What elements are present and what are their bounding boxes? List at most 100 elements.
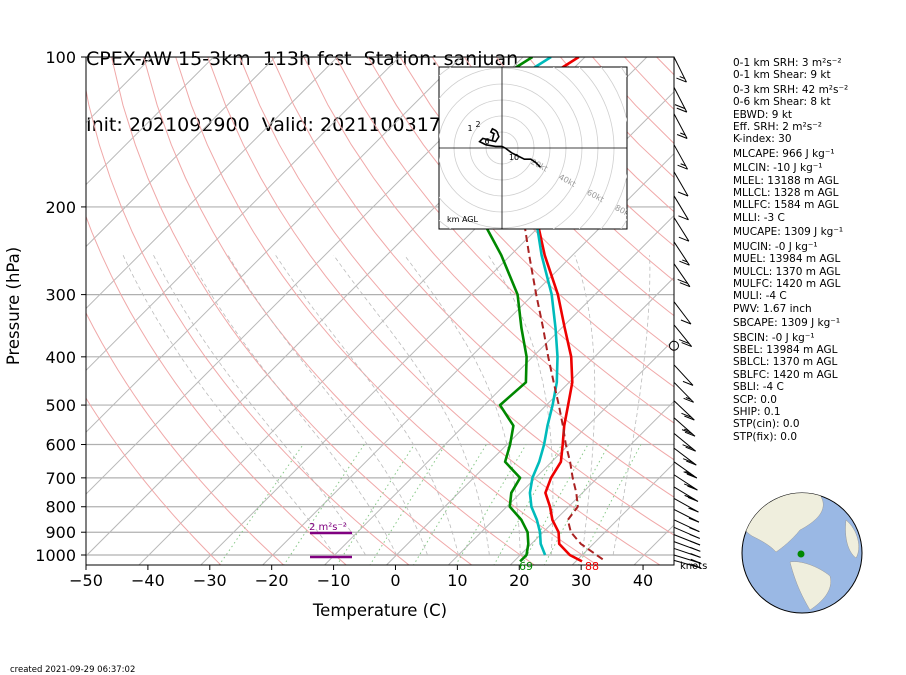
barb-flag	[690, 546, 701, 552]
barb-flag	[678, 236, 690, 242]
hodograph-units-label: km AGL	[447, 215, 479, 224]
dry-adiabat	[207, 57, 661, 565]
moist-adiabat	[333, 254, 490, 556]
moist-adiabat	[612, 255, 651, 556]
barb-flag	[686, 460, 697, 466]
wind-barb	[673, 56, 687, 83]
dry-adiabat	[431, 57, 674, 317]
index-line: MUEL: 13984 m AGL	[733, 253, 841, 266]
wind-barb	[673, 519, 700, 533]
barb-flag	[690, 558, 701, 564]
dry-adiabat	[463, 57, 674, 282]
srh-markers: 2 m²s⁻²	[309, 522, 352, 559]
wind-barb	[673, 498, 699, 513]
africa-edge	[845, 519, 859, 559]
mixing-ratio-line	[413, 444, 487, 565]
barb-flag	[676, 107, 687, 113]
hodograph-height-label: 10	[509, 153, 519, 162]
x-tick-label: 10	[447, 571, 467, 590]
wind-barb	[673, 541, 701, 552]
created-timestamp: created 2021-09-29 06:37:02	[10, 665, 136, 675]
index-line: SCP: 0.0	[733, 393, 777, 406]
barb-flag	[683, 397, 694, 403]
wind-barb	[673, 547, 701, 558]
barb-flag	[681, 412, 692, 418]
wind-barb	[673, 241, 690, 266]
barb-flag	[682, 380, 694, 386]
y-tick-label: 300	[45, 286, 76, 305]
hodograph-height-label: 2	[475, 120, 480, 129]
y-tick-label: 500	[45, 396, 76, 415]
index-line: MULCL: 1370 m AGL	[733, 265, 841, 278]
barb-half-flag	[689, 507, 696, 511]
barb-flag	[679, 282, 691, 288]
barb-shaft	[673, 364, 694, 386]
barb-flag	[689, 533, 700, 539]
moist-adiabat	[487, 254, 554, 555]
index-line: 0-6 km Shear: 8 kt	[733, 96, 831, 109]
mixing-ratio-line	[543, 444, 610, 565]
moist-adiabat	[227, 254, 428, 556]
wind-barb	[673, 474, 698, 491]
surface-temperature-label: 88	[585, 560, 599, 573]
barb-flag	[681, 429, 693, 435]
isotherm-line	[385, 276, 674, 565]
barb-flag	[690, 552, 701, 558]
barb-half-flag	[683, 428, 690, 432]
index-line: 0-1 km SRH: 3 m²s⁻²	[733, 57, 842, 69]
plot-frame	[85, 56, 675, 566]
x-tick-label: −10	[317, 571, 351, 590]
wind-barb	[673, 217, 690, 242]
index-line: SBCAPE: 1309 J kg⁻¹	[733, 317, 841, 330]
moist-adiabat	[153, 255, 366, 556]
dry-adiabat	[86, 311, 285, 565]
dry-adiabat	[399, 57, 674, 352]
x-tick-label: 20	[509, 571, 529, 590]
barb-flag	[689, 540, 701, 546]
index-line: SBLFC: 1420 m AGL	[733, 368, 838, 381]
moist-adiabat	[187, 255, 397, 556]
wind-barb	[673, 417, 696, 437]
wind-barb	[673, 461, 698, 479]
isotherm-line	[86, 57, 524, 495]
index-line: K-index: 30	[733, 133, 792, 146]
y-tick-label: 1000	[35, 546, 76, 565]
wind-barb	[673, 508, 700, 523]
index-line: SBEL: 13984 m AGL	[733, 343, 838, 356]
barb-flag	[687, 496, 699, 502]
barb-half-flag	[682, 259, 688, 263]
wind-barb	[673, 381, 694, 403]
moist-adiabat	[122, 255, 335, 556]
barb-half-flag	[690, 517, 696, 521]
barb-flag	[680, 319, 692, 325]
barb-flag	[686, 473, 698, 479]
barb-flag	[679, 260, 690, 266]
wind-barb	[673, 447, 697, 466]
y-tick-label: 800	[45, 498, 76, 517]
index-line: MLEL: 13188 m AGL	[733, 174, 839, 187]
y-tick-label: 900	[45, 523, 76, 542]
barb-half-flag	[680, 163, 686, 167]
wind-barbs	[669, 56, 702, 569]
dry-adiabat	[271, 57, 674, 498]
barb-flag	[681, 342, 692, 348]
y-tick-label: 100	[45, 48, 76, 67]
dry-adiabat	[111, 57, 473, 565]
dry-adiabat	[367, 57, 674, 388]
wind-barb	[673, 486, 699, 502]
index-line: MLCIN: -10 J kg⁻¹	[733, 162, 823, 175]
x-tick-label: −20	[255, 571, 289, 590]
barb-flag	[678, 215, 689, 221]
barb-flag	[683, 483, 695, 489]
index-line: STP(fix): 0.0	[733, 430, 798, 443]
barb-flag	[682, 444, 693, 450]
wind-barb	[673, 263, 691, 288]
hodograph-height-label: 1	[467, 124, 472, 133]
y-axis-label: Pressure (hPa)	[4, 247, 23, 365]
index-line: Eff. SRH: 2 m²s⁻²	[733, 121, 822, 134]
barb-flag	[677, 191, 689, 197]
barb-half-flag	[685, 470, 691, 474]
